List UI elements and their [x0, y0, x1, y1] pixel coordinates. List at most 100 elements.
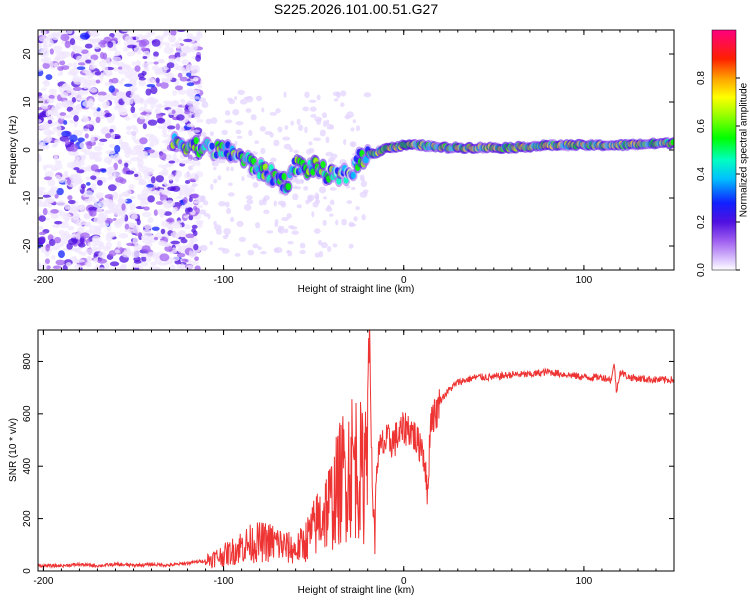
heatmap-blob [118, 193, 123, 202]
heatmap-blob [42, 62, 50, 69]
heatmap-faint-blob [349, 141, 357, 148]
heatmap-faint-blob [315, 195, 319, 200]
heatmap-blob [121, 30, 132, 33]
heatmap-blob [59, 60, 66, 66]
heatmap-faint-blob [263, 209, 270, 215]
heatmap-faint-blob [217, 247, 225, 251]
heatmap-faint-blob [259, 126, 266, 132]
heatmap-blob [163, 30, 168, 36]
heatmap-blob [87, 98, 94, 106]
heatmap-blob [154, 104, 163, 108]
heatmap-faint-blob [309, 106, 317, 112]
heatmap-faint-blob [292, 185, 298, 190]
heatmap-blob [144, 108, 153, 113]
heatmap-blob [95, 116, 101, 124]
heatmap-blob [168, 160, 176, 164]
heatmap-blob [158, 67, 163, 75]
heatmap-blob [42, 208, 48, 216]
heatmap-blob [77, 250, 83, 255]
x-tick-label: -100 [214, 275, 234, 286]
heatmap-blob [64, 40, 71, 49]
heatmap-blob [130, 88, 136, 96]
heatmap-blob [54, 139, 61, 144]
heatmap-blob [111, 56, 122, 62]
heatmap-faint-blob [308, 99, 317, 103]
top-x-axis-label: Height of straight line (km) [298, 284, 415, 295]
heatmap-blob [137, 72, 145, 79]
heatmap-faint-blob [213, 220, 217, 227]
colorbar-tick-label: 0.4 [696, 167, 707, 181]
heatmap-blob [94, 71, 102, 76]
heatmap-blob [99, 138, 108, 142]
y-tick-label: -10 [22, 190, 33, 205]
heatmap-faint-blob [304, 126, 308, 134]
heatmap-blob [40, 103, 50, 110]
heatmap-blob [147, 251, 158, 257]
heatmap-faint-blob [241, 176, 245, 182]
top-x-tick-labels: -200 -100 0 100 [33, 275, 592, 286]
heatmap-blob [132, 145, 142, 151]
heatmap-blob [87, 242, 92, 247]
heatmap-blob [75, 105, 81, 111]
heatmap-blob [89, 78, 97, 84]
heatmap-blob [185, 64, 193, 72]
heatmap-blob [72, 159, 79, 167]
heatmap-blob [53, 154, 59, 161]
heatmap-blob [113, 153, 120, 161]
heatmap-blob [76, 55, 83, 63]
heatmap-faint-blob [281, 216, 289, 222]
heatmap-blob [93, 43, 101, 50]
heatmap-blob [114, 182, 122, 187]
heatmap-blob [132, 95, 142, 102]
heatmap-blob [58, 229, 65, 236]
heatmap-blob [38, 197, 43, 203]
heatmap-blob [93, 145, 103, 152]
heatmap-blob [118, 232, 129, 239]
heatmap-blob [166, 125, 176, 130]
heatmap-blob [128, 184, 135, 191]
heatmap-blob [48, 94, 55, 100]
heatmap-blob [105, 72, 113, 76]
heatmap-blob [163, 211, 172, 216]
heatmap-faint-blob [363, 92, 372, 98]
heatmap-blob [176, 171, 182, 177]
heatmap-blob [143, 231, 153, 237]
heatmap-blob [69, 134, 78, 143]
bottom-panel: -200 -100 0 100 0 200 400 600 800 Height of str… [8, 329, 675, 596]
heatmap-faint-blob [210, 117, 218, 125]
heatmap-blob [100, 168, 107, 173]
heatmap-blob [72, 173, 82, 182]
heatmap-faint-blob [277, 126, 283, 133]
heatmap-faint-blob [250, 114, 257, 121]
heatmap-blob [143, 206, 150, 211]
ridge-core [209, 142, 215, 150]
heatmap-blob [186, 72, 192, 77]
heatmap-blob [186, 123, 195, 128]
heatmap-blob [63, 120, 68, 125]
heatmap-blob [191, 228, 197, 233]
colorbar-ticks: 0.0 0.2 0.4 0.6 0.8 [696, 71, 740, 277]
heatmap-blob [63, 230, 70, 236]
heatmap-faint-blob [302, 106, 310, 112]
heatmap-blob [67, 225, 75, 231]
heatmap-blob [189, 261, 199, 265]
heatmap-blob [161, 164, 168, 170]
colorbar-tick-label: 0.8 [696, 71, 707, 85]
ridge-core [285, 183, 292, 191]
heatmap-blob [161, 168, 169, 177]
heatmap-blob [191, 160, 197, 168]
heatmap-blob [42, 194, 52, 198]
heatmap-blob [122, 94, 127, 102]
heatmap-blob [96, 179, 103, 186]
heatmap-blob [90, 175, 97, 180]
heatmap-blob [52, 224, 60, 228]
heatmap-faint-blob [217, 175, 222, 181]
x-tick-label: 0 [401, 576, 407, 587]
heatmap-blob [193, 243, 199, 251]
colorbar-tick-label: 0.0 [696, 263, 707, 277]
heatmap-blob [108, 143, 116, 149]
heatmap-faint-blob [361, 214, 366, 221]
heatmap-blob [165, 183, 173, 187]
heatmap-blob [38, 36, 49, 42]
heatmap-blob [38, 44, 43, 49]
